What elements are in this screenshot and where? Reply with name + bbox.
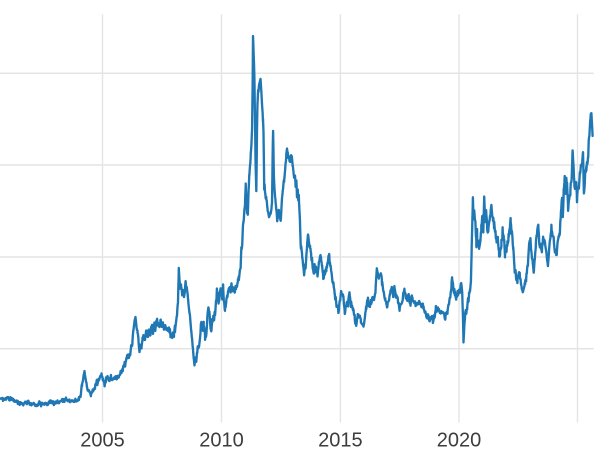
svg-text:2010: 2010: [199, 430, 244, 450]
svg-text:2005: 2005: [80, 430, 125, 450]
svg-text:2020: 2020: [437, 430, 482, 450]
svg-text:2015: 2015: [318, 430, 363, 450]
